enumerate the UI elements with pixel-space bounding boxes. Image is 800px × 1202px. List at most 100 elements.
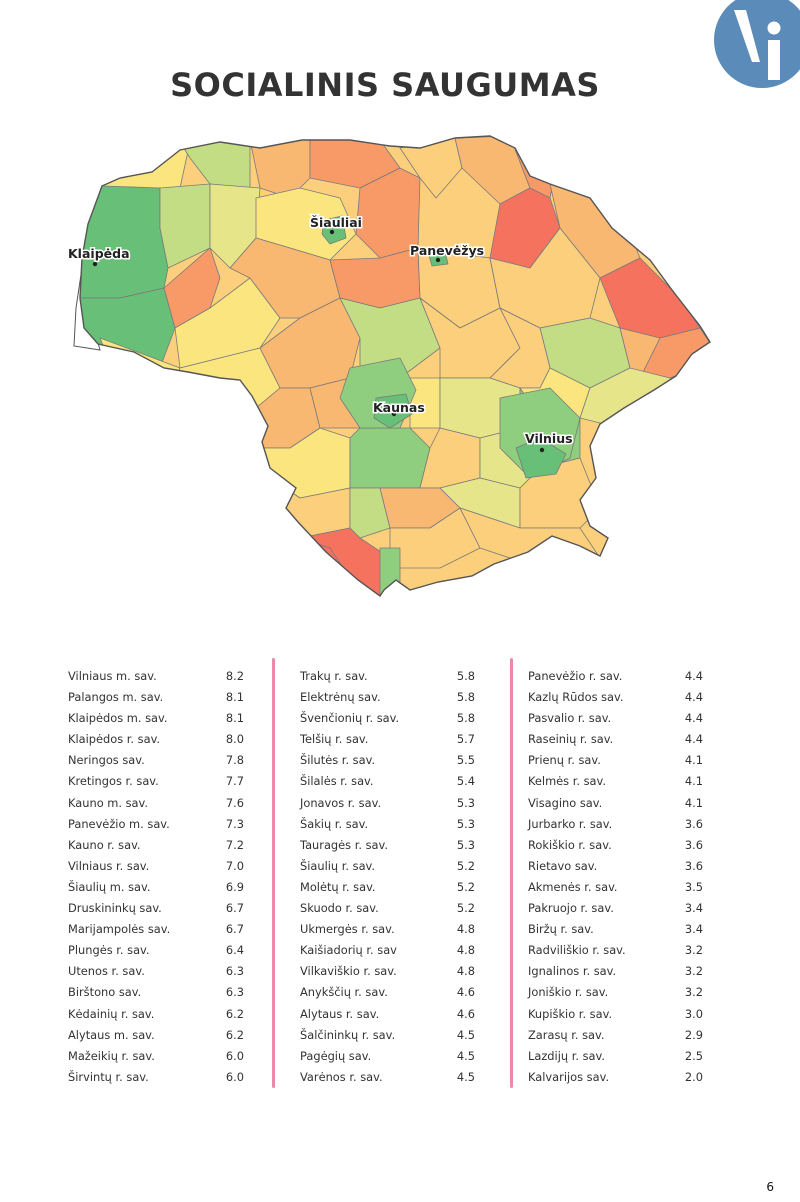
ranking-row: Lazdijų r. sav. 2.5 [528,1046,703,1067]
municipality-name: Trakų r. sav. [300,669,368,683]
municipality-score: 7.2 [225,837,244,852]
municipality-name: Pagėgių sav. [300,1048,372,1063]
ranking-row: Zarasų r. sav. 2.9 [528,1025,703,1046]
municipality-name: Šiaulių r. sav. [300,858,376,873]
municipality-score: 3.2 [684,985,703,1000]
ranking-row: Radviliškio r. sav. 3.2 [528,940,703,961]
ranking-row: Anykščių r. sav. 4.6 [300,982,475,1003]
municipality-name: Kelmės r. sav. [528,774,607,789]
municipality-name: Švenčionių r. sav. [300,711,400,726]
municipality-score: 3.6 [684,837,703,852]
ranking-row: Kaišiadorių r. sav 4.8 [300,940,475,961]
ranking-column-3: Panevėžio r. sav. 4.4 Kazlų Rūdos sav. 4.4 P… [528,666,703,1088]
ranking-column-2: Trakų r. sav. 5.8 Elektrėnų sav. 5.8 Švenčio… [300,666,475,1088]
page-number: 6 [766,1180,774,1194]
municipality-score: 7.8 [225,753,244,768]
municipality-score: 3.2 [684,943,703,958]
ranking-row: Tauragės r. sav. 5.3 [300,835,475,856]
ranking-row: Skuodo r. sav. 5.2 [300,898,475,919]
ranking-row: Panevėžio m. sav. 7.3 [68,814,244,835]
municipality-score: 4.8 [456,922,475,937]
ranking-row: Jonavos r. sav. 5.3 [300,793,475,814]
municipality-name: Raseinių r. sav. [528,732,614,747]
municipality-score: 4.4 [684,711,703,726]
municipality-score: 3.6 [684,858,703,873]
municipality-name: Kėdainių r. sav. [68,1006,155,1021]
municipality-name: Kazlų Rūdos sav. [528,690,624,705]
municipality-name: Klaipėdos r. sav. [68,732,161,747]
column-divider [510,658,513,1088]
municipality-score: 4.4 [684,669,703,683]
ranking-row: Pasvalio r. sav. 4.4 [528,708,703,729]
city-label-panevezys: Panevėžys [410,243,484,258]
municipality-score: 3.6 [684,816,703,831]
municipality-score: 6.3 [225,985,244,1000]
municipality-score: 6.4 [225,943,244,958]
municipality-score: 6.2 [225,1006,244,1021]
ranking-row: Marijampolės sav. 6.7 [68,919,244,940]
municipality-score: 5.3 [456,837,475,852]
vi-logo-icon [714,0,800,88]
ranking-row: Akmenės r. sav. 3.5 [528,877,703,898]
municipality-score: 4.5 [456,1027,475,1042]
municipality-score: 5.3 [456,816,475,831]
municipality-score: 5.5 [456,753,475,768]
municipality-score: 4.1 [684,753,703,768]
column-divider [272,658,275,1088]
ranking-row: Varėnos r. sav. 4.5 [300,1067,475,1088]
ranking-row: Jurbarko r. sav. 3.6 [528,814,703,835]
municipality-name: Elektrėnų sav. [300,690,381,705]
ranking-row: Plungės r. sav. 6.4 [68,940,244,961]
municipality-score: 3.5 [684,879,703,894]
ranking-row: Molėtų r. sav. 5.2 [300,877,475,898]
ranking-row: Raseinių r. sav. 4.4 [528,729,703,750]
ranking-row: Ignalinos r. sav. 3.2 [528,961,703,982]
municipality-name: Kauno m. sav. [68,795,149,810]
municipality-score: 6.0 [225,1069,244,1084]
municipality-name: Birštono sav. [68,985,142,1000]
ranking-row: Prienų r. sav. 4.1 [528,750,703,771]
municipality-name: Joniškio r. sav. [528,985,609,1000]
municipality-name: Ignalinos r. sav. [528,964,617,979]
municipality-score: 2.0 [684,1069,703,1084]
municipality-name: Rietavo sav. [528,858,598,873]
municipality-score: 6.7 [225,922,244,937]
municipality-name: Alytaus m. sav. [68,1027,155,1042]
municipality-score: 6.7 [225,901,244,916]
municipality-name: Jurbarko r. sav. [528,816,613,831]
municipality-name: Skuodo r. sav. [300,901,379,916]
municipality-score: 5.3 [456,795,475,810]
municipality-name: Prienų r. sav. [528,753,601,768]
ranking-row: Rokiškio r. sav. 3.6 [528,835,703,856]
municipality-score: 5.2 [456,901,475,916]
municipality-name: Kretingos r. sav. [68,774,159,789]
municipality-name: Neringos sav. [68,753,145,768]
municipality-score: 5.7 [456,732,475,747]
municipality-name: Akmenės r. sav. [528,879,618,894]
municipality-score: 4.4 [684,732,703,747]
municipality-name: Vilniaus r. sav. [68,858,150,873]
municipality-score: 5.2 [456,879,475,894]
ranking-row: Elektrėnų sav. 5.8 [300,687,475,708]
municipality-score: 8.1 [225,711,244,726]
municipality-score: 4.8 [456,964,475,979]
municipality-name: Molėtų r. sav. [300,879,376,894]
ranking-row: Širvintų r. sav. 6.0 [68,1067,244,1088]
ranking-row: Joniškio r. sav. 3.2 [528,982,703,1003]
ranking-row: Kalvarijos sav. 2.0 [528,1067,703,1088]
municipality-score: 2.5 [684,1048,703,1063]
ranking-row: Pakruojo r. sav. 3.4 [528,898,703,919]
municipality-name: Plungės r. sav. [68,943,150,958]
municipality-name: Tauragės r. sav. [300,837,388,852]
municipality-name: Šilutės r. sav. [300,753,376,768]
municipality-score: 7.6 [225,795,244,810]
ranking-row: Vilniaus r. sav. 7.0 [68,856,244,877]
municipality-name: Alytaus r. sav. [300,1006,380,1021]
ranking-row: Panevėžio r. sav. 4.4 [528,666,703,687]
municipality-score: 4.8 [456,943,475,958]
municipality-score: 3.2 [684,964,703,979]
municipality-name: Kalvarijos sav. [528,1069,610,1084]
municipality-name: Pakruojo r. sav. [528,901,614,916]
municipality-name: Zarasų r. sav. [528,1027,605,1042]
municipality-score: 6.2 [225,1027,244,1042]
